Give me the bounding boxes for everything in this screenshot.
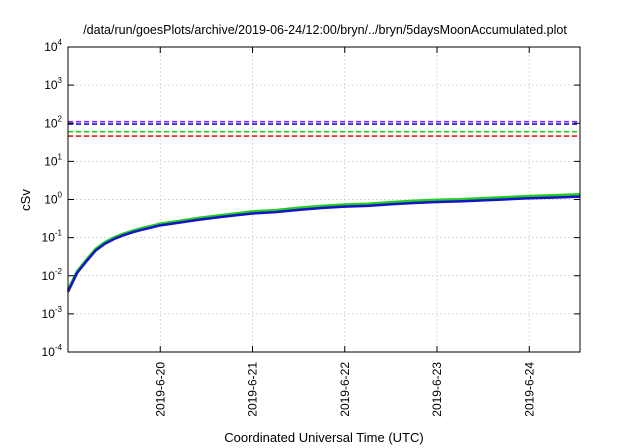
y-tick-base: 10 bbox=[42, 231, 56, 245]
y-tick-base: 10 bbox=[44, 116, 58, 130]
x-tick-label: 2019-6-20 bbox=[153, 362, 167, 417]
series-layer bbox=[66, 193, 581, 293]
x-tick-label: 2019-6-21 bbox=[246, 362, 260, 417]
y-tick-label: 104 bbox=[44, 38, 62, 54]
y-tick-exponent: -4 bbox=[55, 343, 63, 352]
y-tick-base: 10 bbox=[42, 269, 56, 283]
y-tick-label: 102 bbox=[44, 114, 62, 130]
series-line bbox=[66, 195, 581, 293]
x-tick-label: 2019-6-22 bbox=[338, 362, 352, 417]
y-axis-label: cSv bbox=[18, 189, 33, 211]
y-tick-exponent: 4 bbox=[58, 38, 63, 47]
y-tick-exponent: 0 bbox=[58, 191, 63, 200]
y-tick-base: 10 bbox=[44, 78, 58, 92]
y-tick-label: 103 bbox=[44, 76, 62, 92]
x-tick-label: 2019-6-24 bbox=[522, 362, 536, 417]
y-tick-label: 10-3 bbox=[42, 305, 63, 321]
y-tick-exponent: 1 bbox=[58, 152, 63, 161]
y-tick-base: 10 bbox=[44, 154, 58, 168]
y-tick-exponent: -1 bbox=[55, 229, 63, 238]
y-tick-label: 10-2 bbox=[42, 267, 63, 283]
y-tick-label: 100 bbox=[44, 191, 62, 207]
y-tick-exponent: -2 bbox=[55, 267, 63, 276]
y-tick-base: 10 bbox=[44, 193, 58, 207]
threshold-layer bbox=[68, 120, 580, 137]
y-tick-base: 10 bbox=[44, 40, 58, 54]
tick-layer: 10-410-310-210-11001011021031042019-6-20… bbox=[42, 38, 580, 417]
y-tick-exponent: -3 bbox=[55, 305, 63, 314]
chart-title: /data/run/goesPlots/archive/2019-06-24/1… bbox=[83, 23, 567, 37]
y-tick-label: 10-4 bbox=[42, 343, 63, 359]
x-axis-label: Coordinated Universal Time (UTC) bbox=[224, 430, 423, 445]
y-tick-label: 101 bbox=[44, 152, 62, 168]
y-tick-exponent: 2 bbox=[58, 114, 63, 123]
y-tick-exponent: 3 bbox=[58, 76, 63, 85]
y-tick-base: 10 bbox=[42, 307, 56, 321]
y-tick-base: 10 bbox=[42, 345, 56, 359]
grid-layer bbox=[68, 47, 580, 352]
y-tick-label: 10-1 bbox=[42, 229, 63, 245]
x-tick-label: 2019-6-23 bbox=[430, 362, 444, 417]
